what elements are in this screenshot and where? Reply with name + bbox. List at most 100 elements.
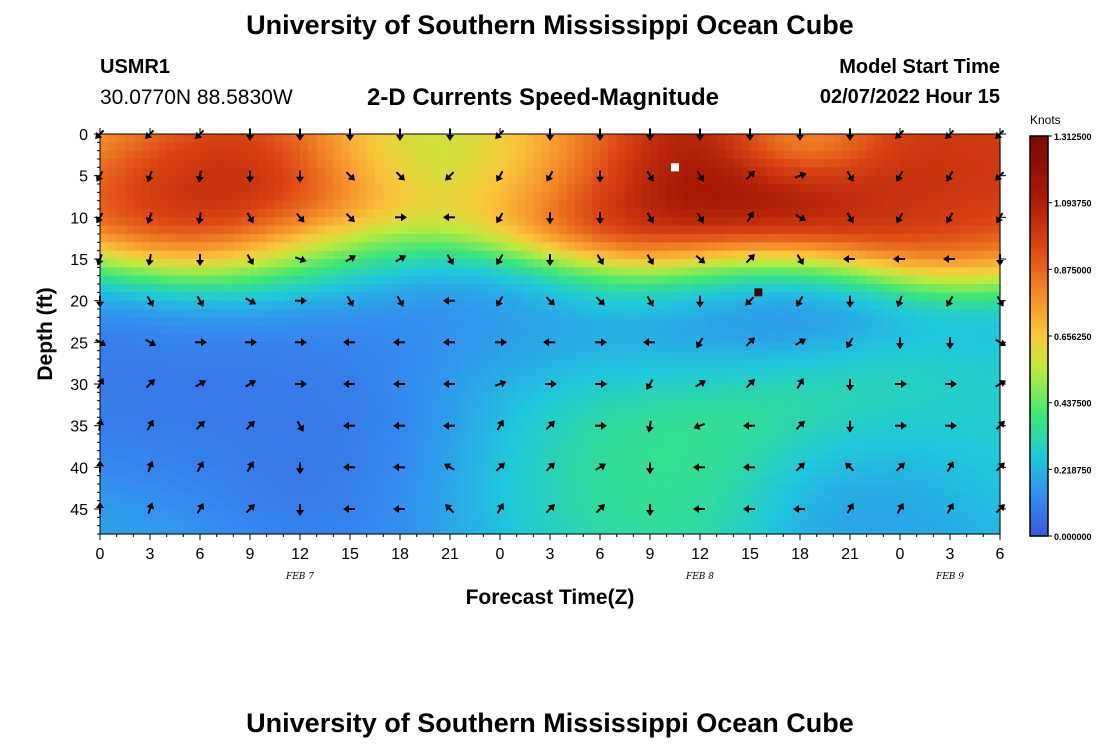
heatmap-cell [466,342,476,352]
heatmap-cell [133,442,143,452]
heatmap-cell [450,259,459,268]
heatmap-cell [658,350,668,360]
heatmap-cell [216,209,226,218]
heatmap-cell [591,517,601,527]
heatmap-cell [375,309,384,318]
heatmap-cell [175,134,184,143]
heatmap-cell [100,409,109,418]
heatmap-cell [833,234,843,243]
heatmap-cell [641,509,651,518]
heatmap-cell [283,425,293,435]
heatmap-cell [516,217,526,227]
heatmap-cell [433,434,443,443]
heatmap-cell [150,525,159,535]
heatmap-cell [283,200,293,210]
heatmap-cell [158,400,168,410]
heatmap-cell [300,375,309,385]
heatmap-cell [450,284,459,293]
heatmap-cell [883,342,893,352]
heatmap-cell [708,150,718,160]
heatmap-cell [283,184,293,193]
heatmap-cell [175,525,184,535]
heatmap-cell [391,309,401,318]
heatmap-cell [125,192,134,202]
heatmap-cell [325,392,334,402]
heatmap-cell [533,250,543,260]
heatmap-cell [350,150,359,160]
heatmap-cell [241,192,251,202]
heatmap-cell [825,250,834,260]
heatmap-cell [925,392,934,402]
heatmap-cell [283,475,293,485]
heatmap-cell [725,475,734,485]
heatmap-cell [766,359,776,368]
heatmap-cell [208,250,218,260]
heatmap-cell [266,292,276,302]
heatmap-cell [275,150,284,160]
heatmap-cell [208,334,218,343]
heatmap-cell [300,525,309,535]
heatmap-cell [625,350,634,360]
heatmap-cell [450,500,459,510]
heatmap-cell [625,159,634,168]
heatmap-cell [341,517,351,527]
heatmap-cell [650,175,659,185]
heatmap-cell [858,517,868,527]
heatmap-cell [416,500,426,510]
heatmap-cell [916,475,926,485]
heatmap-cell [466,134,476,143]
heatmap-cell [575,192,584,202]
heatmap-cell [191,159,201,168]
heatmap-cell [791,184,801,193]
heatmap-cell [883,309,893,318]
heatmap-cell [625,209,634,218]
heatmap-cell [700,500,709,510]
heatmap-cell [150,342,159,352]
heatmap-cell [941,342,951,352]
heatmap-cell [616,475,626,485]
heatmap-cell [666,284,676,293]
heatmap-cell [375,359,384,368]
heatmap-cell [483,142,493,152]
heatmap-cell [958,367,968,377]
heatmap-cell [650,459,659,468]
heatmap-cell [750,300,759,310]
heatmap-cell [350,209,359,218]
heatmap-cell [483,350,493,360]
heatmap-cell [375,442,384,452]
heatmap-cell [591,525,601,535]
heatmap-cell [525,434,534,443]
heatmap-cell [200,375,209,385]
heatmap-cell [625,500,634,510]
heatmap-cell [433,300,443,310]
heatmap-cell [775,250,784,260]
heatmap-cell [200,225,209,235]
heatmap-cell [833,459,843,468]
heatmap-cell [450,192,459,202]
heatmap-cell [616,334,626,343]
heatmap-cell [483,192,493,202]
heatmap-cell [700,184,709,193]
heatmap-cell [341,475,351,485]
heatmap-cell [758,392,768,402]
heatmap-cell [225,184,234,193]
heatmap-cell [533,167,543,177]
heatmap-cell [458,525,468,535]
heatmap-cell [783,525,793,535]
heatmap-cell [891,250,901,260]
heatmap-cell [408,275,418,285]
heatmap-cell [208,317,218,327]
heatmap-cell [300,392,309,402]
heatmap-cell [516,209,526,218]
heatmap-cell [916,225,926,235]
heatmap-cell [633,359,643,368]
heatmap-cell [241,225,251,235]
heatmap-cell [250,450,259,460]
heatmap-cell [833,392,843,402]
heatmap-cell [566,475,576,485]
heatmap-cell [875,192,884,202]
heatmap-cell [350,192,359,202]
heatmap-cell [350,309,359,318]
heatmap-cell [325,417,334,427]
heatmap-cell [608,392,618,402]
